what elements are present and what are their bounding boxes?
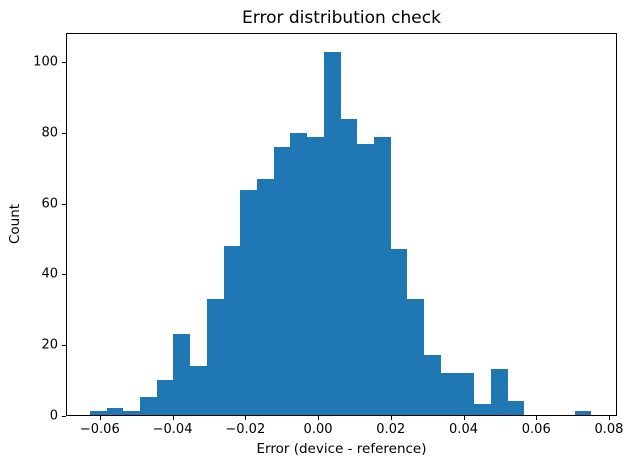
histogram-bar: [240, 189, 257, 415]
x-tick-mark: [536, 416, 538, 420]
histogram-bar: [223, 245, 241, 415]
y-tick-mark: [62, 345, 66, 347]
histogram-bar: [457, 372, 475, 415]
y-tick-mark: [62, 203, 66, 205]
histogram-bar: [407, 298, 425, 415]
y-tick-label: 40: [41, 266, 58, 282]
x-tick-label: 0.08: [594, 422, 624, 437]
x-axis-label: Error (device - reference): [256, 441, 427, 457]
x-tick-label: −0.06: [79, 422, 120, 437]
x-tick-mark: [390, 416, 392, 420]
x-tick-mark: [463, 416, 465, 420]
y-tick-label: 100: [33, 54, 58, 70]
y-tick-mark: [62, 132, 66, 134]
x-tick-label: −0.04: [152, 422, 193, 437]
histogram-bar: [574, 411, 592, 415]
x-tick-mark: [245, 416, 247, 420]
histogram-bar: [156, 379, 174, 415]
y-tick-mark: [62, 274, 66, 276]
histogram-bar: [290, 133, 308, 415]
histogram-bar: [357, 143, 374, 415]
histogram-bar: [206, 298, 224, 415]
y-tick-label: 60: [41, 196, 58, 212]
histogram-bar: [390, 249, 408, 415]
histogram-bar: [139, 397, 157, 415]
y-tick-mark: [62, 416, 66, 417]
histogram-bar: [374, 136, 391, 415]
histogram-bar: [507, 400, 525, 415]
histogram-bar: [190, 365, 207, 415]
histogram-bar: [323, 52, 341, 415]
histogram-bar: [474, 404, 491, 415]
chart-title: Error distribution check: [242, 8, 441, 28]
x-tick-mark: [172, 416, 174, 420]
x-tick-label: 0.04: [449, 422, 478, 437]
histogram-bar: [89, 411, 107, 415]
y-tick-label: 0: [49, 408, 58, 424]
histogram-bar: [424, 355, 441, 415]
x-tick-label: −0.02: [225, 422, 266, 437]
y-tick-mark: [62, 61, 66, 63]
histogram-bar: [491, 369, 508, 415]
histogram-bar: [123, 411, 140, 415]
x-tick-mark: [99, 416, 101, 420]
histogram-bar: [256, 178, 274, 415]
histogram-bar: [273, 147, 291, 415]
histogram-bar: [106, 407, 124, 415]
histogram-bar: [307, 136, 324, 415]
histogram-bar: [340, 119, 358, 415]
y-tick-label: 20: [41, 337, 58, 353]
x-tick-mark: [608, 416, 610, 420]
x-tick-label: 0.00: [303, 422, 333, 437]
x-tick-label: 0.06: [521, 422, 551, 437]
y-tick-label: 80: [41, 125, 58, 141]
plot-area: [66, 33, 617, 416]
x-tick-label: 0.02: [376, 422, 406, 437]
histogram-bar: [173, 333, 191, 415]
histogram-bar: [440, 372, 458, 415]
x-tick-mark: [318, 416, 320, 420]
